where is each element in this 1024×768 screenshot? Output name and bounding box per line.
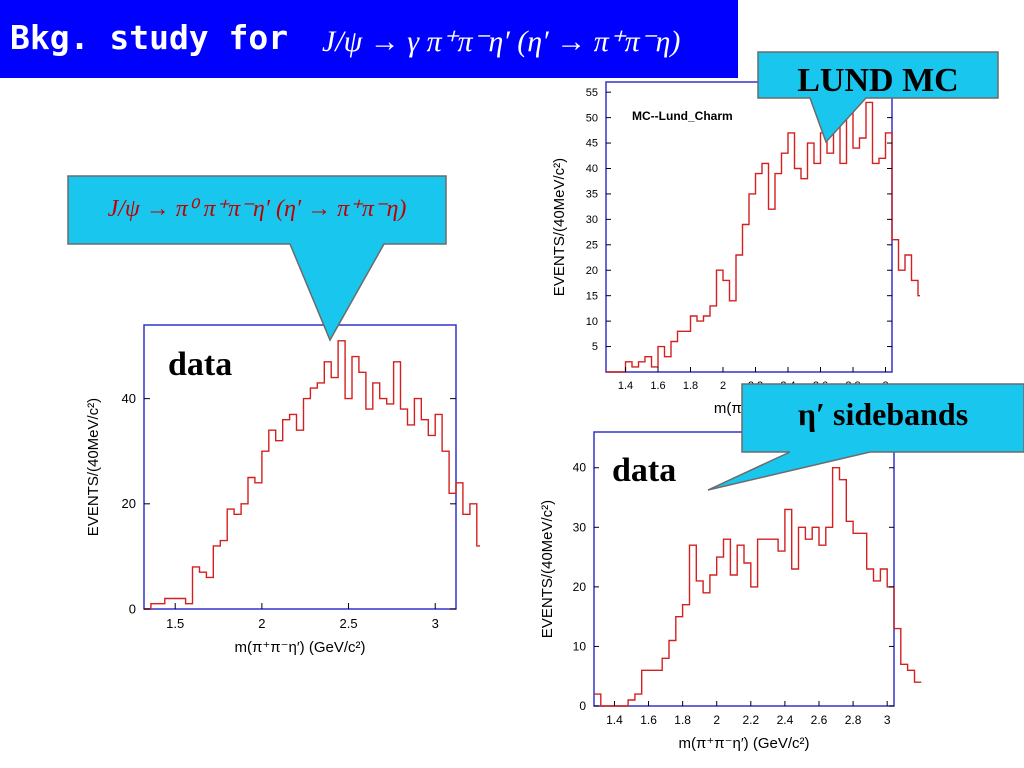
y-tick-label: 20	[122, 496, 136, 511]
callout-lund-text: LUND MC	[797, 62, 959, 99]
data-label-left: data	[168, 346, 233, 383]
slide-title: Bkg. study for	[10, 18, 289, 57]
y-axis-label: EVENTS/(40MeV/c²)	[85, 398, 102, 536]
y-tick-label: 45	[586, 138, 598, 150]
y-tick-label: 40	[573, 461, 587, 475]
x-tick-label: 1.4	[606, 713, 623, 727]
histogram-lund-mc: 1.41.61.822.22.42.62.8351015202530354045…	[551, 81, 920, 417]
x-tick-label: 2.2	[742, 713, 759, 727]
y-tick-label: 10	[573, 639, 587, 653]
y-tick-label: 20	[573, 580, 587, 594]
data-label-right: data	[612, 452, 677, 489]
y-tick-label: 35	[586, 189, 598, 201]
y-tick-label: 50	[586, 112, 598, 124]
x-tick-label: 2	[258, 616, 265, 631]
x-tick-label: 3	[884, 713, 891, 727]
x-tick-label: 1.4	[618, 380, 633, 392]
y-tick-label: 10	[586, 316, 598, 328]
x-tick-label: 2	[713, 713, 720, 727]
x-tick-label: 3	[432, 616, 439, 631]
x-tick-label: 2.5	[339, 616, 357, 631]
y-tick-label: 40	[122, 391, 136, 406]
x-tick-label: 2.6	[811, 713, 828, 727]
x-tick-label: 2.4	[777, 713, 794, 727]
y-tick-label: 5	[592, 341, 598, 353]
x-tick-label: 1.8	[674, 713, 691, 727]
histogram-sidebands: 1.4 1.6 1.8 2 2.2 2.4 2.6 2.8 3010203040m(π⁺π⁻η′…	[539, 431, 922, 752]
x-tick-label: 1.6	[650, 380, 665, 392]
y-tick-label: 30	[586, 214, 598, 226]
y-tick-label: 0	[129, 601, 136, 616]
y-tick-label: 15	[586, 290, 598, 302]
callout-channel-box	[67, 175, 447, 342]
histogram-line	[594, 467, 922, 707]
x-tick-label: 1.8	[683, 380, 698, 392]
plot-frame	[143, 324, 457, 610]
callout-channel-text: J/ψ → π⁰ π⁺π⁻η′ (η′ → π⁺π⁻η)	[107, 196, 407, 222]
x-axis-label: m(π⁺π⁻η′) (GeV/c²)	[678, 735, 809, 752]
callout-sidebands-text: η′ sidebands	[797, 396, 969, 432]
y-tick-label: 40	[586, 163, 598, 175]
y-tick-label: 20	[586, 265, 598, 277]
title-formula: J/ψ → γ π⁺π⁻η′ (η′ → π⁺π⁻η)	[322, 25, 681, 58]
callout-sidebands-box	[707, 383, 1024, 491]
y-tick-label: 0	[579, 699, 586, 713]
histogram-line	[606, 101, 920, 373]
y-tick-label: 25	[586, 239, 598, 251]
y-axis-label: EVENTS/(40MeV/c²)	[551, 158, 568, 296]
histogram-data-left: 1.5 2 2.5 3 0 20 40 m(π⁺π⁻η′) (GeV/c²) EVENTS/(4…	[85, 324, 480, 656]
y-tick-label: 55	[586, 87, 598, 99]
title-bar: Bkg. study for J/ψ → γ π⁺π⁻η′ (η′ → π⁺π⁻…	[0, 0, 738, 78]
x-tick-label: 1.6	[640, 713, 657, 727]
callout-lund-box	[757, 51, 999, 144]
x-tick-label: 1.5	[166, 616, 184, 631]
x-axis-label: m(π⁺π⁻η′) (GeV/c²)	[234, 639, 365, 656]
histogram-line	[144, 340, 480, 610]
x-tick-label: 2	[720, 380, 726, 392]
chart-title: MC--Lund_Charm	[632, 109, 733, 123]
x-tick-label: 2.8	[845, 713, 862, 727]
y-axis-label: EVENTS/(40MeV/c²)	[539, 500, 556, 638]
y-tick-label: 30	[573, 520, 587, 534]
